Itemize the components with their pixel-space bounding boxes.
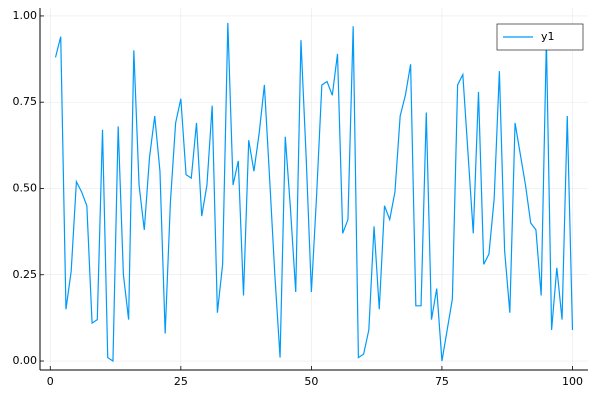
x-tick-label: 0	[47, 375, 54, 388]
y-tick-label: 0.25	[13, 268, 38, 281]
x-tick-label: 100	[562, 375, 583, 388]
data-line	[54, 22, 574, 363]
x-tick-label: 75	[435, 375, 449, 388]
y-tick-label: 0.50	[13, 181, 38, 194]
y-tick-label: 0.75	[13, 95, 38, 108]
x-tick-label: 50	[304, 375, 318, 388]
legend-label: y1	[541, 30, 555, 43]
x-tick-label: 25	[174, 375, 188, 388]
y-tick-label: 1.00	[13, 9, 38, 22]
y-tick-label: 0.00	[13, 354, 38, 367]
